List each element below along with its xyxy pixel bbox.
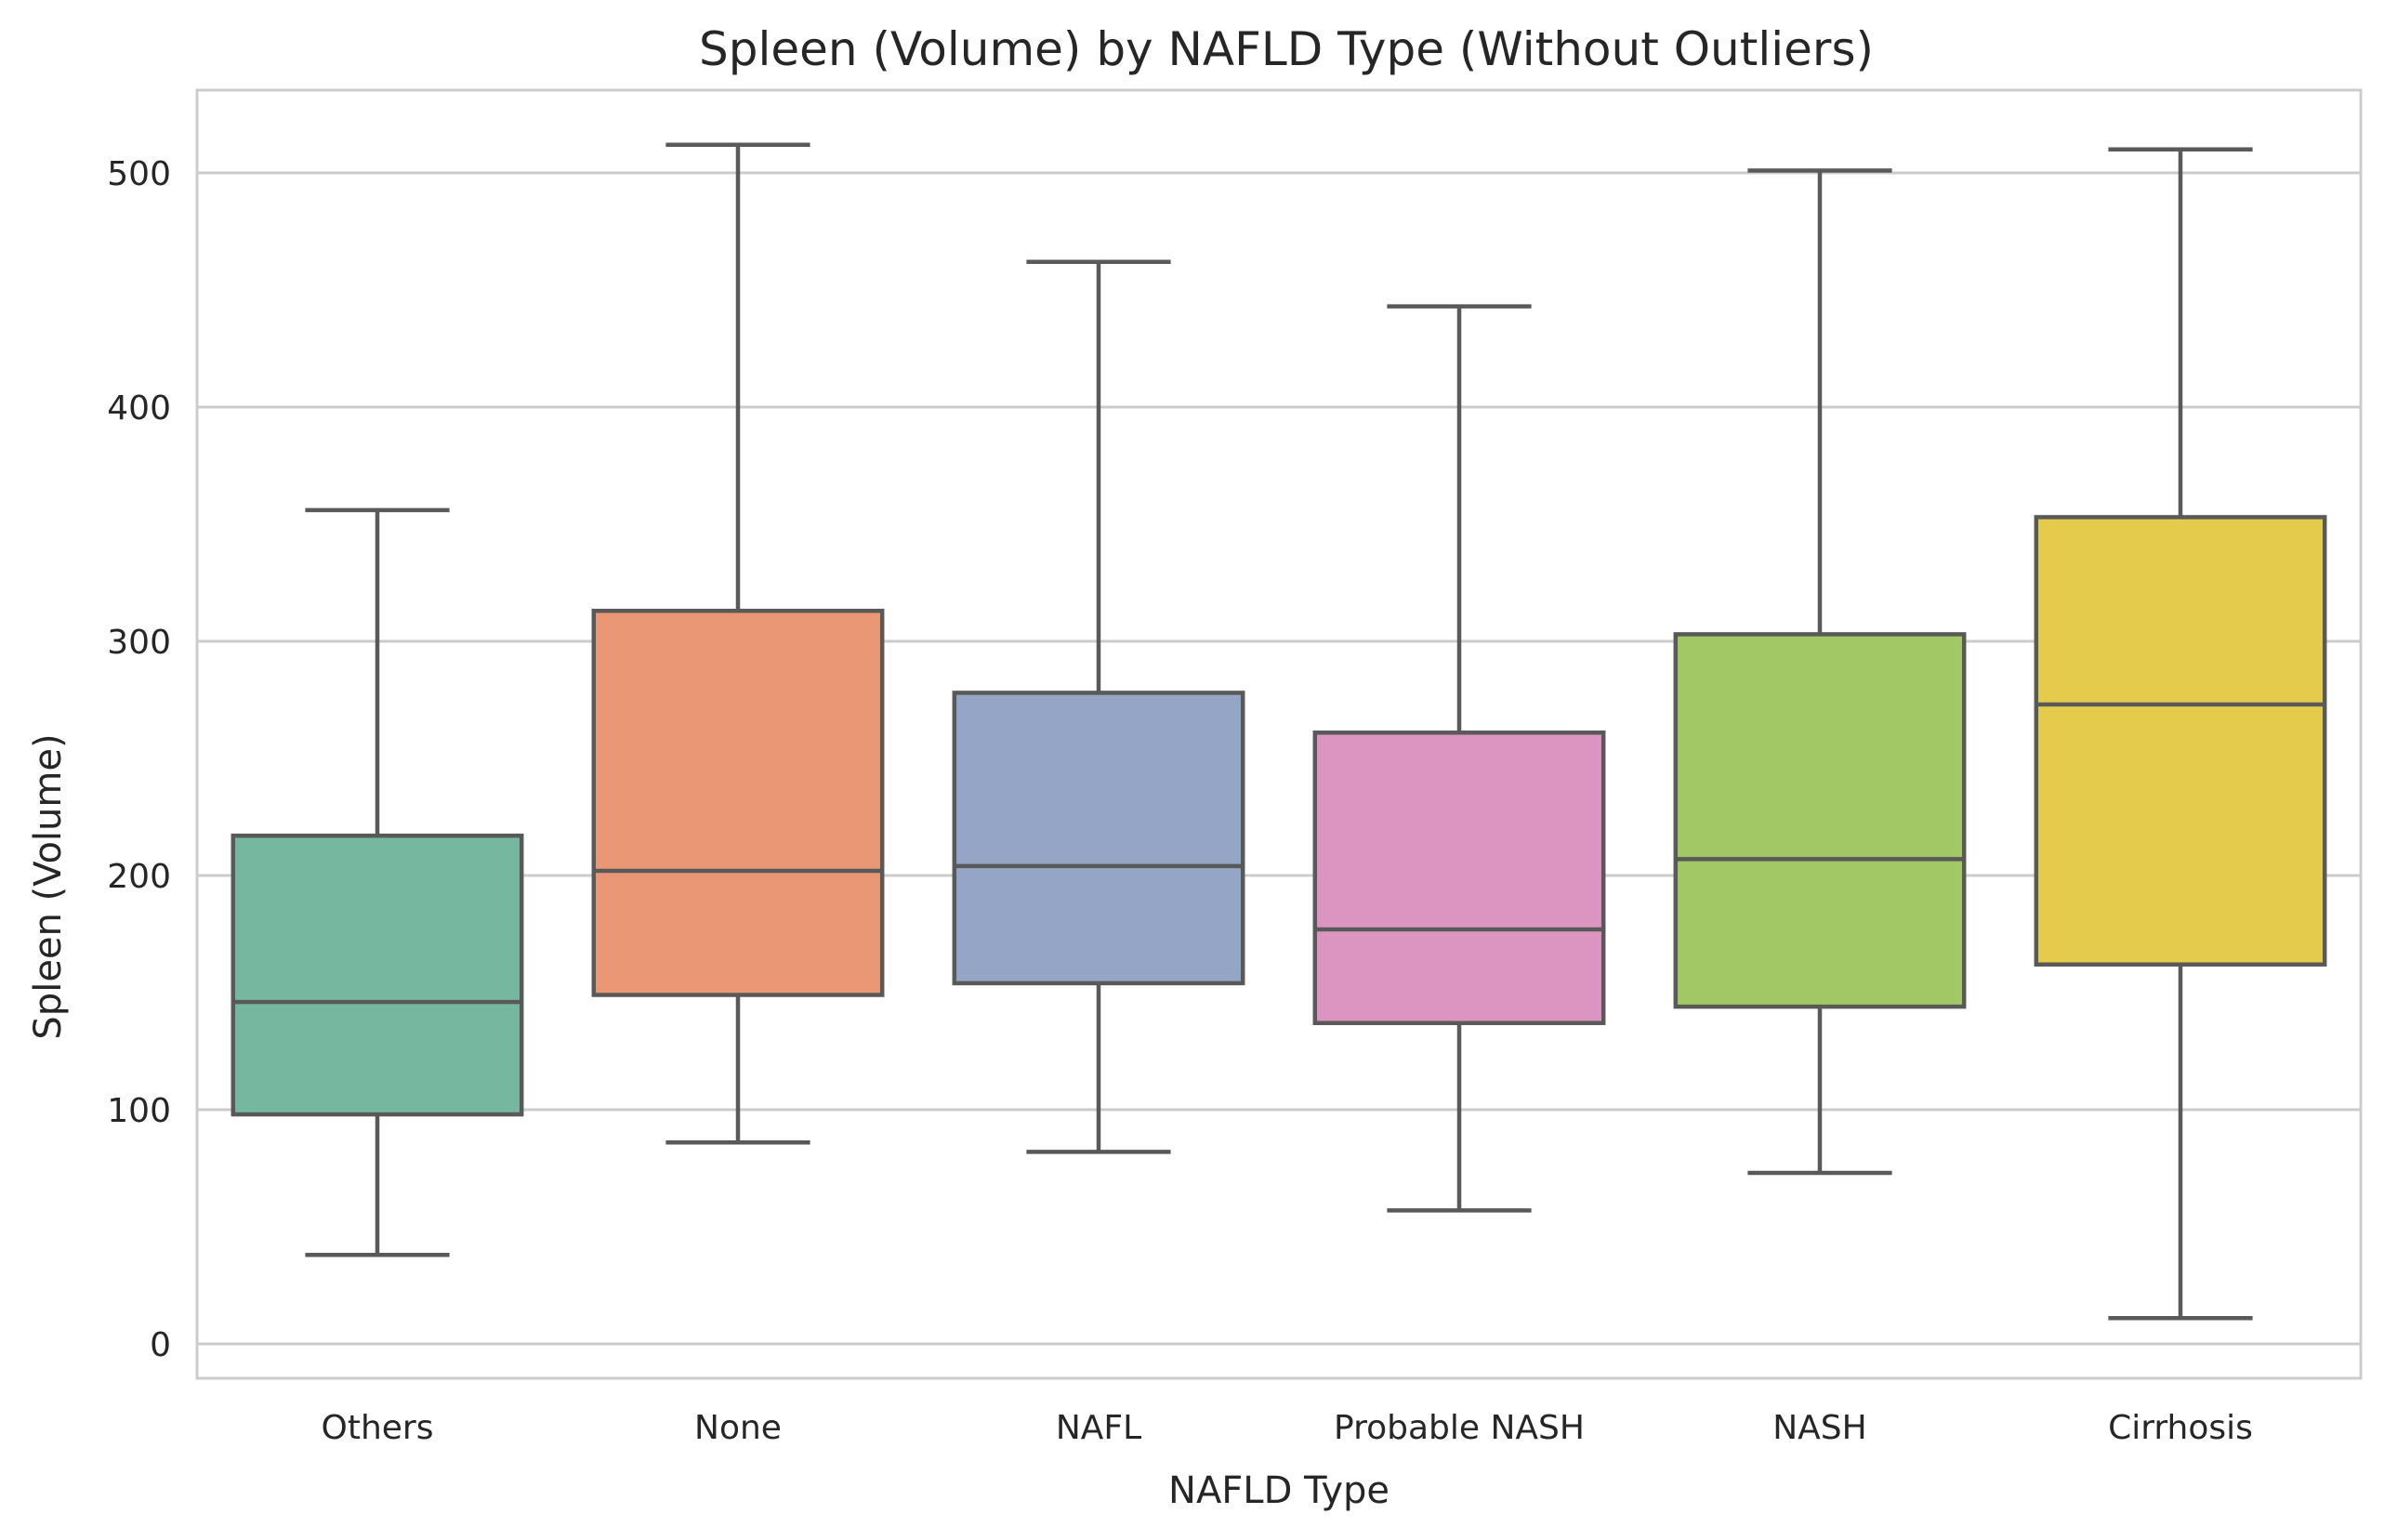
boxes [230,142,2327,1321]
x-tick-label-cirrhosis: Cirrhosis [2108,1409,2253,1447]
x-tick-labels: Others None NAFL Probable NASH NASH Cirrhosis [322,1409,2253,1447]
y-tick-label-300: 300 [107,624,171,662]
x-tick-label-nafl: NAFL [1056,1409,1141,1447]
box-none [591,142,885,1145]
box-nash [1673,168,1967,1176]
y-axis-label: Spleen (Volume) [27,733,70,1039]
y-tick-label-400: 400 [107,389,171,428]
iqr-box-probable-nash [1312,731,1606,1026]
y-tick-label-0: 0 [150,1326,171,1364]
iqr-box-cirrhosis [2034,515,2327,967]
x-tick-label-none: None [694,1409,782,1447]
x-axis-label: NAFLD Type [1168,1469,1390,1512]
box-cirrhosis [2034,147,2327,1321]
box-others [230,507,524,1257]
y-tick-labels: 0 100 200 300 400 500 [107,155,171,1364]
y-tick-label-500: 500 [107,155,171,193]
iqr-box-none [591,608,885,997]
chart-title: Spleen (Volume) by NAFLD Type (Without O… [699,22,1874,76]
box-nafl [952,259,1245,1154]
y-tick-label-100: 100 [107,1092,171,1130]
gridlines [197,171,2361,1346]
box-probable-nash [1312,304,1606,1213]
x-tick-label-others: Others [322,1409,434,1447]
iqr-box-nafl [952,691,1245,986]
x-tick-label-nash: NASH [1772,1409,1866,1447]
y-tick-label-200: 200 [107,858,171,896]
plot-frame [195,88,2363,1380]
iqr-box-others [230,833,524,1117]
iqr-box-nash [1673,632,1967,1009]
x-tick-label-probable-nash: Probable NASH [1334,1409,1585,1447]
